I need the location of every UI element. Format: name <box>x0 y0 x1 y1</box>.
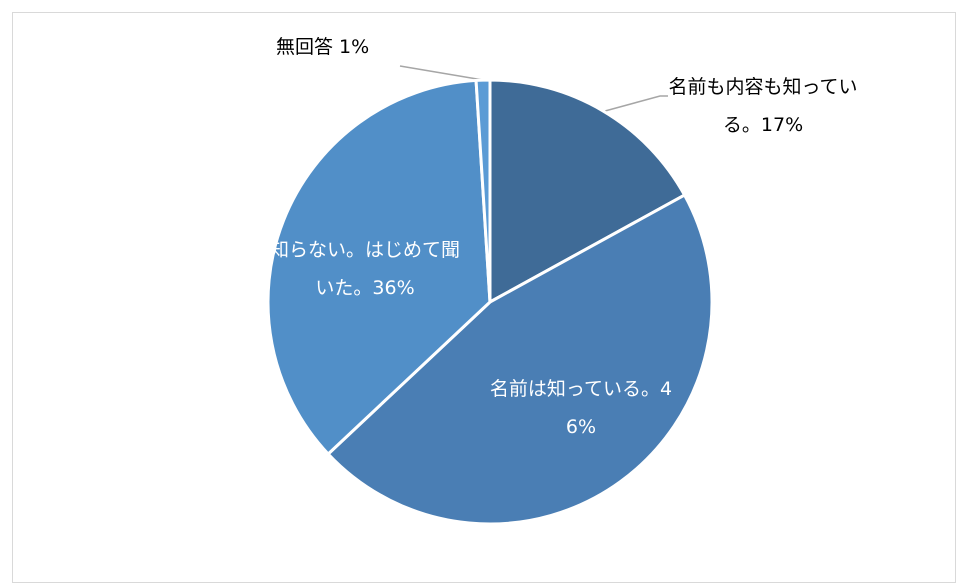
pie-slice <box>474 78 492 303</box>
value-label: 17% <box>760 114 804 136</box>
value-label: 36% <box>372 277 415 299</box>
slice-label: 知らない。はじめて聞いた。36% <box>270 231 460 307</box>
slice-label: 名前は知っている。46% <box>488 370 674 446</box>
category-label: 名前も内容も知っている。 <box>668 76 858 136</box>
pie-slice <box>488 78 687 305</box>
value-label: 1% <box>339 36 370 58</box>
slice-label: 無回答 1% <box>276 28 369 66</box>
category-label: 名前は知っている。 <box>489 378 660 400</box>
pie-slice <box>326 193 714 526</box>
slice-label: 名前も内容も知っている。17% <box>668 68 858 144</box>
pie-slice <box>266 78 492 457</box>
leader-line <box>399 65 484 81</box>
category-label: 無回答 <box>276 36 334 58</box>
value-label: 46% <box>565 378 673 438</box>
chart-frame <box>12 12 956 583</box>
leader-line <box>604 95 668 112</box>
category-label: 知らない。はじめて聞いた。 <box>270 239 461 299</box>
